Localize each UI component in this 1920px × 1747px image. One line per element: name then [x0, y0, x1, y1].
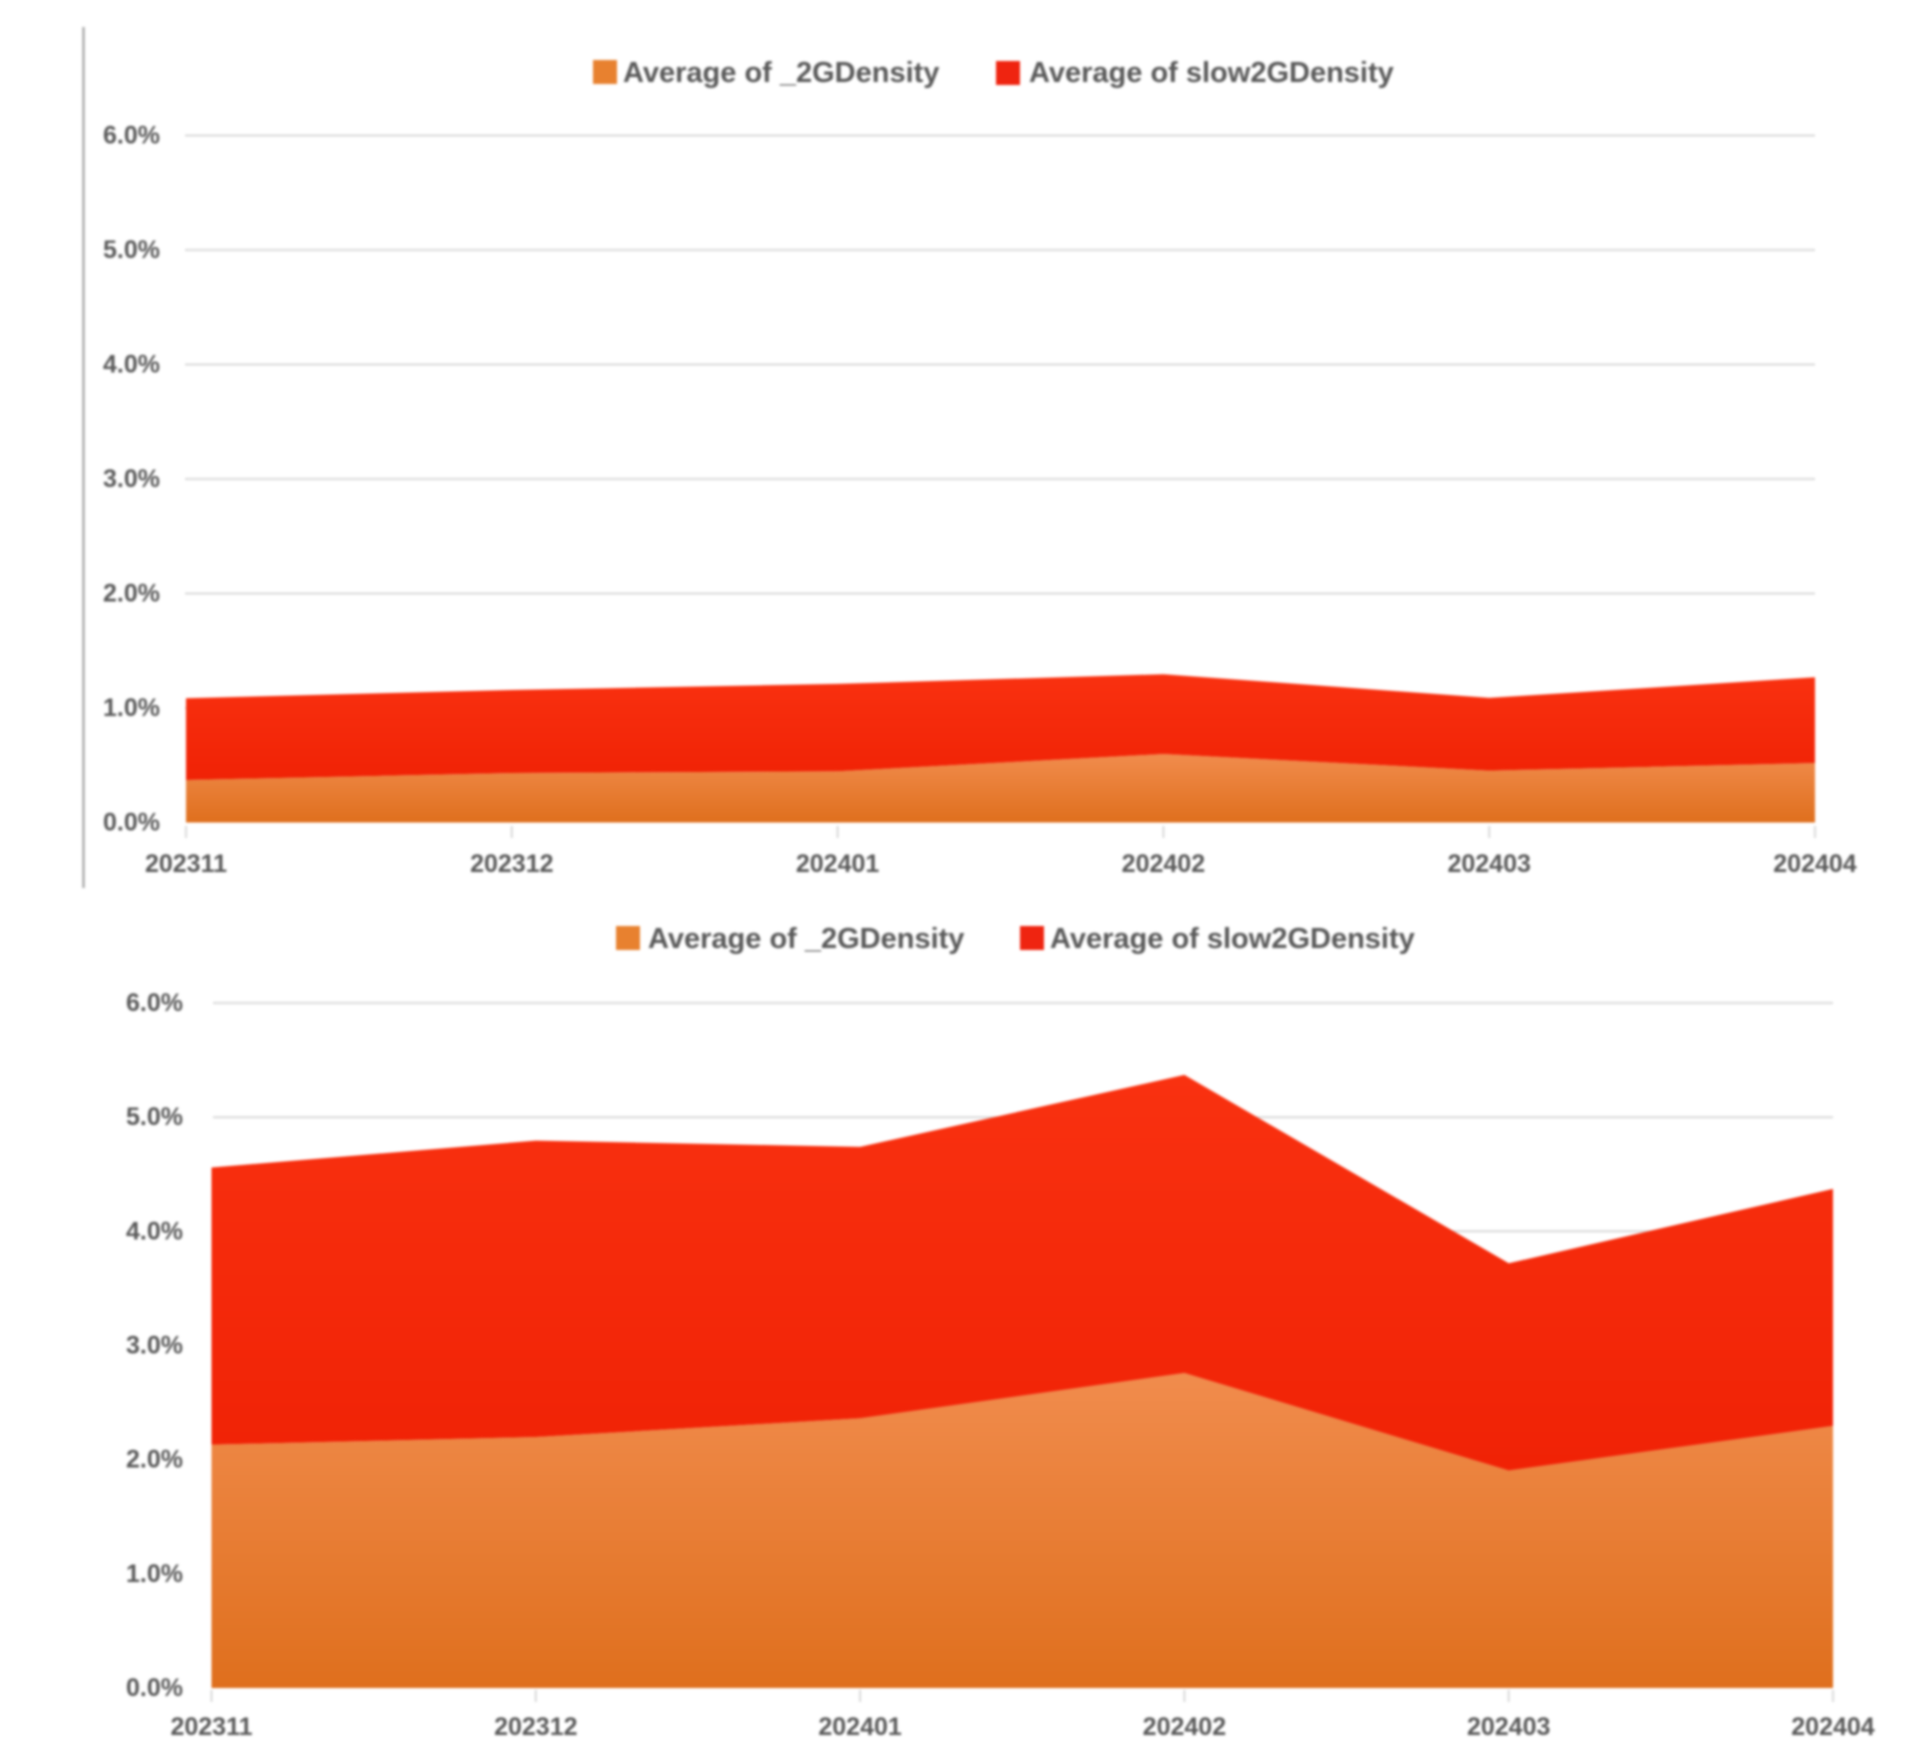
svg-text:202311: 202311 — [170, 1713, 252, 1741]
svg-text:202402: 202402 — [1143, 1713, 1226, 1741]
svg-text:202401: 202401 — [796, 850, 880, 878]
svg-text:Average of slow2GDensity: Average of slow2GDensity — [1050, 923, 1415, 955]
svg-text:6.0%: 6.0% — [126, 989, 183, 1017]
svg-text:202403: 202403 — [1447, 850, 1530, 878]
svg-text:202404: 202404 — [1773, 850, 1857, 878]
svg-text:Average of _2GDensity: Average of _2GDensity — [648, 923, 964, 955]
svg-text:202312: 202312 — [494, 1713, 577, 1741]
svg-text:202311: 202311 — [145, 850, 227, 878]
svg-text:3.0%: 3.0% — [103, 465, 160, 493]
svg-text:202403: 202403 — [1467, 1713, 1550, 1741]
svg-text:2.0%: 2.0% — [103, 580, 160, 608]
svg-text:0.0%: 0.0% — [103, 809, 160, 837]
svg-text:4.0%: 4.0% — [103, 351, 160, 379]
svg-text:1.0%: 1.0% — [126, 1560, 183, 1588]
svg-text:6.0%: 6.0% — [103, 122, 160, 150]
svg-text:Average of _2GDensity: Average of _2GDensity — [623, 57, 939, 89]
svg-text:2.0%: 2.0% — [126, 1446, 183, 1474]
svg-text:5.0%: 5.0% — [126, 1103, 183, 1131]
svg-text:202401: 202401 — [818, 1713, 902, 1741]
svg-text:1.0%: 1.0% — [103, 694, 160, 722]
svg-text:202402: 202402 — [1122, 850, 1205, 878]
svg-text:4.0%: 4.0% — [126, 1217, 183, 1245]
svg-text:5.0%: 5.0% — [103, 236, 160, 264]
svg-text:202404: 202404 — [1791, 1713, 1875, 1741]
svg-text:Average of slow2GDensity: Average of slow2GDensity — [1029, 57, 1394, 89]
svg-text:202312: 202312 — [470, 850, 553, 878]
svg-text:0.0%: 0.0% — [126, 1674, 183, 1702]
svg-text:3.0%: 3.0% — [126, 1332, 183, 1360]
